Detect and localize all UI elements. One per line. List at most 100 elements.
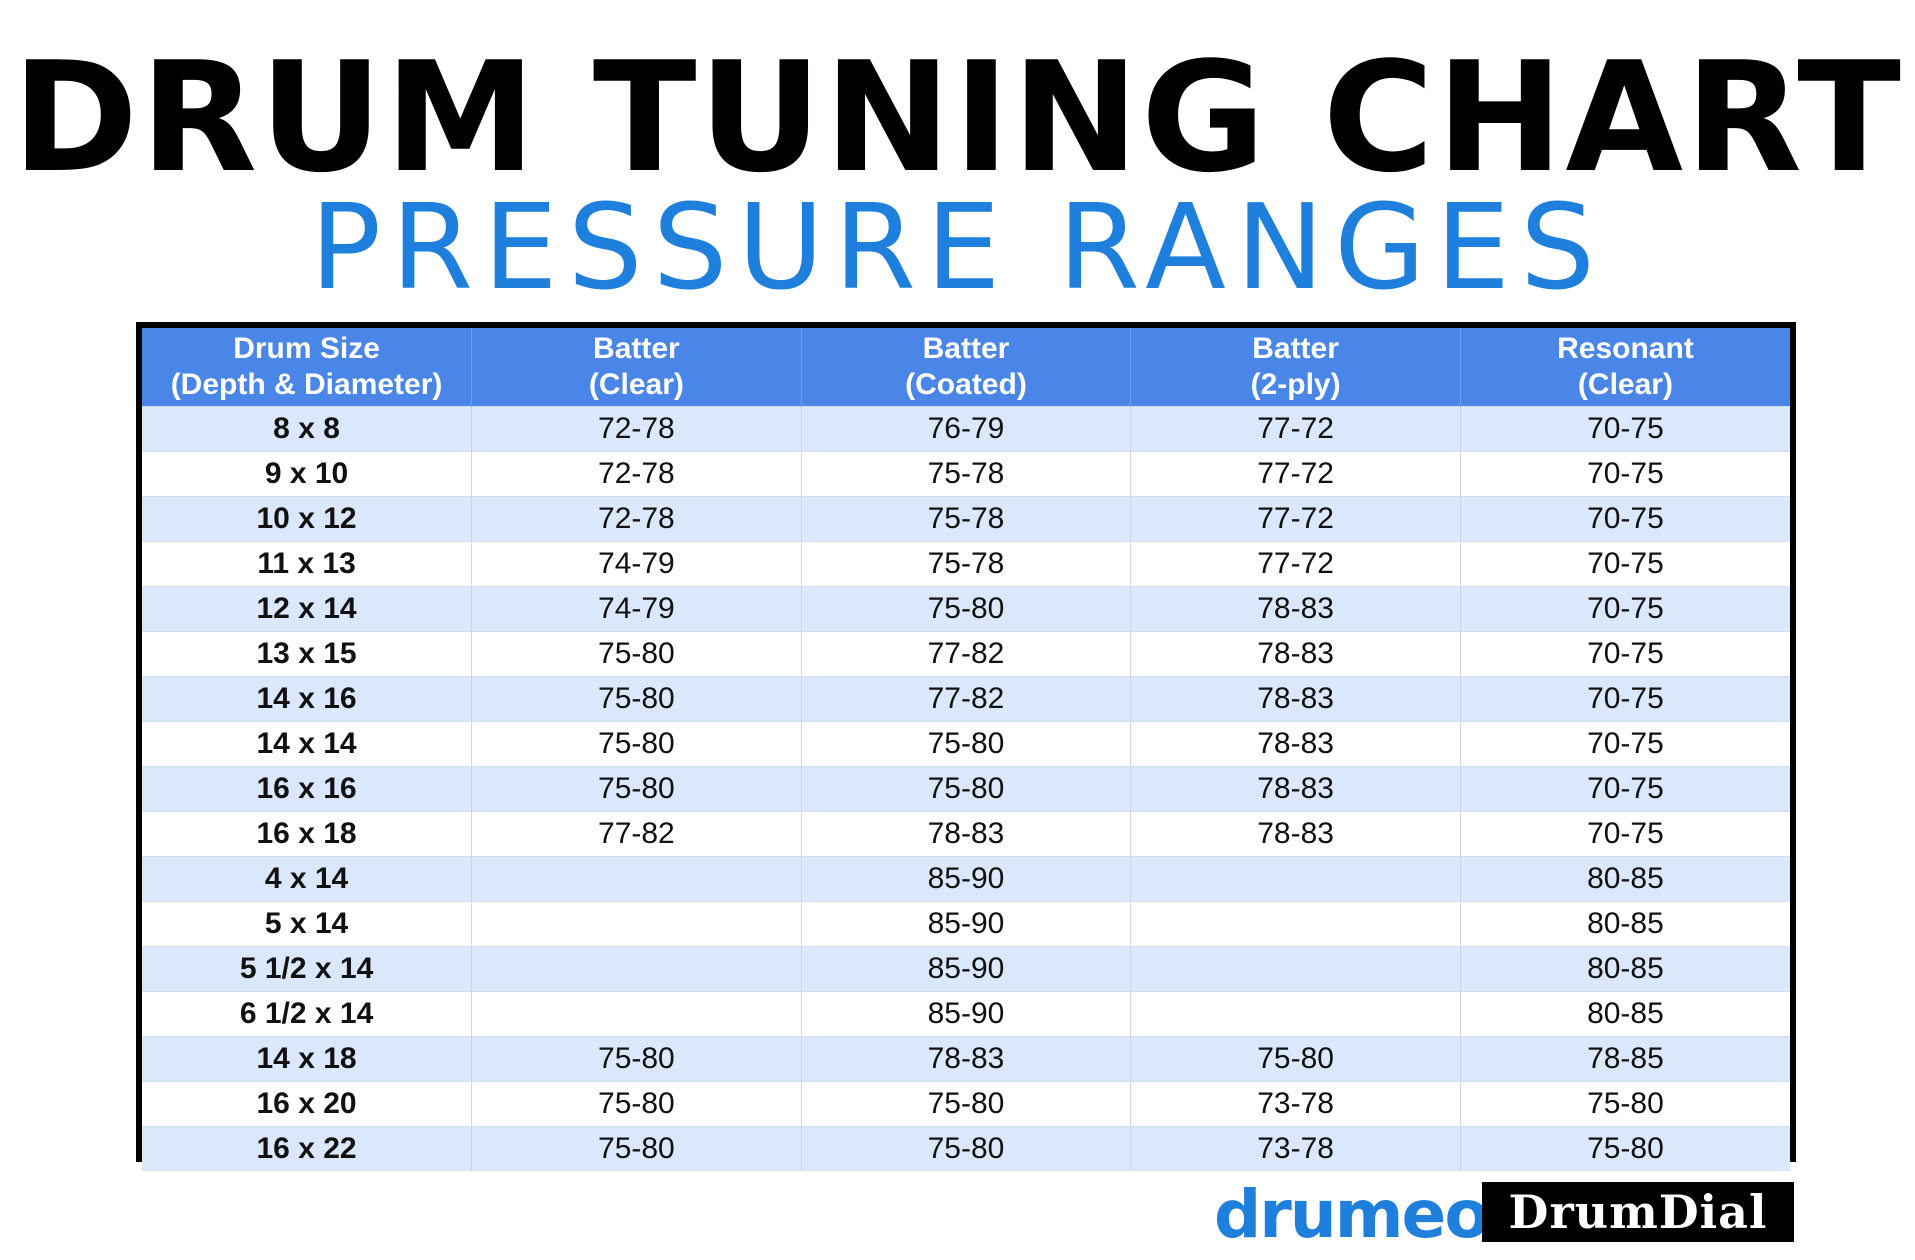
pressure-range-cell: 72-78	[471, 496, 802, 542]
table-row: 16 x 18 77-82 78-83 78-83 70-75	[142, 811, 1790, 857]
pressure-range-cell: 75-78	[801, 496, 1132, 542]
column-header: Batter (Coated)	[801, 328, 1132, 407]
column-header-title: Batter	[922, 332, 1010, 365]
table-row: 14 x 14 75-80 75-80 78-83 70-75	[142, 721, 1790, 767]
table-row: 12 x 14 74-79 75-80 78-83 70-75	[142, 586, 1790, 632]
column-header: Batter (Clear)	[471, 328, 802, 407]
column-header-subtitle: (Depth & Diameter)	[170, 368, 443, 401]
pressure-range-cell: 76-79	[801, 406, 1132, 452]
column-header-title: Batter	[1252, 332, 1339, 365]
pressure-range-cell: 77-72	[1130, 541, 1461, 587]
table-row: 14 x 16 75-80 77-82 78-83 70-75	[142, 676, 1790, 722]
column-header-title: Batter	[593, 332, 680, 365]
pressure-range-cell: 70-75	[1460, 631, 1790, 677]
pressure-table: Drum Size (Depth & Diameter) Batter (Clear)…	[142, 328, 1790, 1171]
pressure-range-cell: 75-78	[801, 451, 1132, 497]
table-row: 16 x 16 75-80 75-80 78-83 70-75	[142, 766, 1790, 812]
pressure-range-cell: 80-85	[1460, 901, 1790, 947]
pressure-range-cell: 74-79	[471, 541, 802, 587]
table-row: 9 x 10 72-78 75-78 77-72 70-75	[142, 451, 1790, 497]
pressure-range-cell: 77-72	[1130, 451, 1461, 497]
pressure-range-cell: 74-79	[471, 586, 802, 632]
pressure-range-cell: 75-80	[471, 1126, 802, 1171]
pressure-range-cell: 80-85	[1460, 856, 1790, 902]
pressure-range-cell: 70-75	[1460, 766, 1790, 812]
column-header-title: Resonant	[1557, 332, 1694, 365]
chart-title: DRUM TUNING CHART	[12, 29, 1903, 206]
table-row: 5 x 14 85-90 80-85	[142, 901, 1790, 947]
pressure-range-cell: 75-80	[1130, 1036, 1461, 1082]
pressure-range-cell: 85-90	[801, 856, 1132, 902]
column-header-subtitle: (Coated)	[905, 368, 1027, 401]
column-header-subtitle: (Clear)	[1577, 368, 1673, 401]
chart-subtitle: PRESSURE RANGES	[309, 178, 1606, 316]
drumdial-logo-text: DrumDial	[1508, 1185, 1768, 1239]
table-body: 8 x 8 72-78 76-79 77-72 70-75 9 x 10 72-78 75-7…	[142, 406, 1790, 1171]
drum-size-cell: 8 x 8	[142, 406, 473, 452]
column-header: Resonant (Clear)	[1460, 328, 1790, 407]
pressure-range-cell	[471, 991, 802, 1037]
pressure-range-cell: 78-83	[1130, 631, 1461, 677]
drum-size-cell: 5 1/2 x 14	[142, 946, 473, 992]
drum-size-cell: 12 x 14	[142, 586, 473, 632]
pressure-range-cell: 85-90	[801, 901, 1132, 947]
pressure-range-cell: 75-78	[801, 541, 1132, 587]
table-row: 5 1/2 x 14 85-90 80-85	[142, 946, 1790, 992]
drum-size-cell: 9 x 10	[142, 451, 473, 497]
logo-bar: drumeo DrumDial	[0, 1180, 1915, 1250]
pressure-range-cell	[1130, 856, 1461, 902]
drumdial-logo: DrumDial	[1482, 1182, 1794, 1242]
pressure-range-cell	[1130, 991, 1461, 1037]
pressure-range-cell	[471, 901, 802, 947]
pressure-range-cell: 85-90	[801, 946, 1132, 992]
table-row: 13 x 15 75-80 77-82 78-83 70-75	[142, 631, 1790, 677]
pressure-range-cell: 78-83	[1130, 721, 1461, 767]
table-row: 10 x 12 72-78 75-78 77-72 70-75	[142, 496, 1790, 542]
pressure-range-cell: 75-80	[471, 766, 802, 812]
pressure-range-cell: 75-80	[471, 1036, 802, 1082]
pressure-range-cell: 75-80	[471, 631, 802, 677]
column-header-subtitle: (Clear)	[588, 368, 684, 401]
table-row: 8 x 8 72-78 76-79 77-72 70-75	[142, 406, 1790, 452]
drumeo-logo: drumeo	[1214, 1176, 1490, 1253]
pressure-range-cell: 78-83	[1130, 676, 1461, 722]
pressure-table-container: Drum Size (Depth & Diameter) Batter (Clear)…	[136, 322, 1796, 1171]
drum-size-cell: 16 x 18	[142, 811, 473, 857]
table-row: 16 x 20 75-80 75-80 73-78 75-80	[142, 1081, 1790, 1127]
pressure-range-cell: 77-82	[471, 811, 802, 857]
table-header-row: Drum Size (Depth & Diameter) Batter (Clear)…	[142, 328, 1790, 407]
pressure-range-cell: 75-80	[801, 1126, 1132, 1171]
pressure-range-cell: 78-85	[1460, 1036, 1790, 1082]
pressure-range-cell	[1130, 901, 1461, 947]
pressure-range-cell: 78-83	[1130, 811, 1461, 857]
drum-size-cell: 10 x 12	[142, 496, 473, 542]
drum-size-cell: 4 x 14	[142, 856, 473, 902]
column-header-title: Drum Size	[233, 332, 380, 365]
pressure-range-cell: 70-75	[1460, 586, 1790, 632]
drum-size-cell: 5 x 14	[142, 901, 473, 947]
pressure-range-cell: 75-80	[801, 721, 1132, 767]
pressure-range-cell	[1130, 946, 1461, 992]
pressure-range-cell: 75-80	[471, 721, 802, 767]
drum-size-cell: 14 x 18	[142, 1036, 473, 1082]
pressure-range-cell: 75-80	[471, 1081, 802, 1127]
pressure-range-cell: 77-82	[801, 631, 1132, 677]
table-row: 11 x 13 74-79 75-78 77-72 70-75	[142, 541, 1790, 587]
pressure-range-cell: 75-80	[1460, 1081, 1790, 1127]
drum-size-cell: 13 x 15	[142, 631, 473, 677]
pressure-range-cell: 70-75	[1460, 541, 1790, 587]
pressure-range-cell: 72-78	[471, 451, 802, 497]
drum-size-cell: 16 x 22	[142, 1126, 473, 1171]
drum-size-cell: 16 x 16	[142, 766, 473, 812]
pressure-range-cell	[471, 946, 802, 992]
pressure-range-cell: 70-75	[1460, 496, 1790, 542]
drum-size-cell: 6 1/2 x 14	[142, 991, 473, 1037]
pressure-range-cell	[471, 856, 802, 902]
pressure-range-cell: 75-80	[801, 1081, 1132, 1127]
drum-size-cell: 14 x 14	[142, 721, 473, 767]
pressure-range-cell: 77-72	[1130, 496, 1461, 542]
table-row: 14 x 18 75-80 78-83 75-80 78-85	[142, 1036, 1790, 1082]
pressure-range-cell: 70-75	[1460, 451, 1790, 497]
pressure-range-cell: 75-80	[801, 766, 1132, 812]
drum-size-cell: 11 x 13	[142, 541, 473, 587]
